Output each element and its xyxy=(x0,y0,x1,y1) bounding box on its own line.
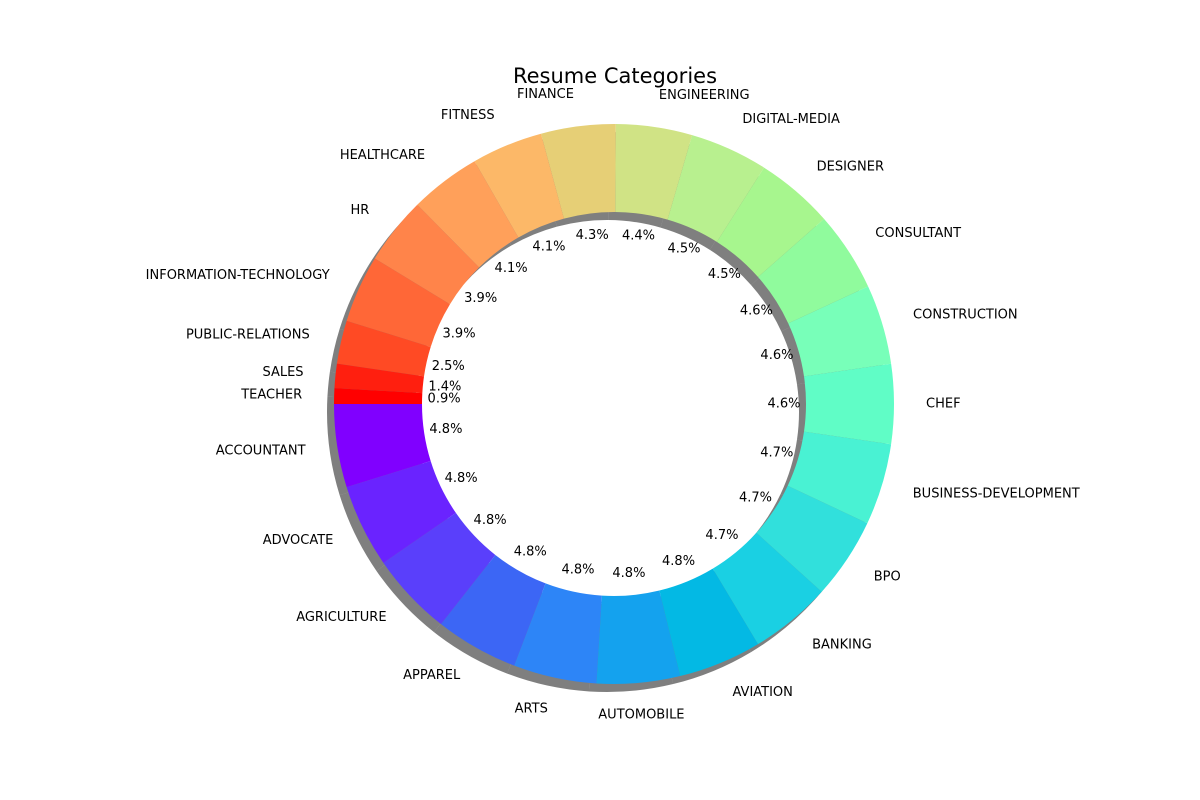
wedge-public-relations xyxy=(336,320,431,377)
category-label: CONSTRUCTION xyxy=(913,308,1018,323)
wedge-teacher xyxy=(334,388,423,404)
percent-label: 4.4% xyxy=(622,228,655,243)
category-label: HEALTHCARE xyxy=(340,148,425,163)
wedge-arts xyxy=(514,583,602,684)
percent-label: 4.1% xyxy=(532,239,565,254)
category-label: ADVOCATE xyxy=(263,533,334,548)
category-label: FINANCE xyxy=(517,87,574,102)
category-label: BPO xyxy=(874,569,901,584)
wedge-consultant xyxy=(758,218,869,324)
wedge-advocate xyxy=(346,461,456,563)
wedge-finance xyxy=(540,123,616,219)
category-label: CONSULTANT xyxy=(875,226,961,241)
wedge-construction xyxy=(788,286,892,377)
percent-label: 4.5% xyxy=(667,242,700,257)
category-label: ENGINEERING xyxy=(659,88,750,103)
wedge-banking xyxy=(712,532,822,645)
percent-label: 4.7% xyxy=(705,528,738,543)
category-label: FITNESS xyxy=(441,108,495,123)
wedge-healthcare xyxy=(417,161,519,268)
percent-label: 1.4% xyxy=(428,379,461,394)
wedge-engineering xyxy=(615,124,693,220)
percent-label: 4.6% xyxy=(740,304,773,319)
wedge-designer xyxy=(716,167,825,278)
category-label: ACCOUNTANT xyxy=(216,443,306,458)
wedge-business-development xyxy=(787,431,892,524)
percent-labels: 4.8% 4.8% 4.8% 4.8% 4.8% 4.8% 4.8% 4.7% 4.7% 4.7%… xyxy=(428,228,801,581)
percent-label: 4.1% xyxy=(495,261,528,276)
category-label: AVIATION xyxy=(732,685,792,700)
wedge-digital-media xyxy=(667,135,765,242)
category-label: DESIGNER xyxy=(817,159,884,174)
category-label: DIGITAL-MEDIA xyxy=(742,112,840,127)
category-label: BUSINESS-DEVELOPMENT xyxy=(913,486,1080,501)
category-label: SALES xyxy=(262,365,303,380)
percent-label: 4.6% xyxy=(760,348,793,363)
percent-label: 4.8% xyxy=(612,566,645,581)
wedge-hr xyxy=(374,204,480,305)
category-label: BANKING xyxy=(812,638,872,653)
percent-label: 2.5% xyxy=(432,359,465,374)
wedge-fitness xyxy=(474,133,564,238)
percent-label: 4.8% xyxy=(561,563,594,578)
category-label: PUBLIC-RELATIONS xyxy=(186,327,310,342)
percent-label: 3.9% xyxy=(443,327,476,342)
chart-title: Resume Categories xyxy=(512,64,718,88)
category-labels: ACCOUNTANT ADVOCATE AGRICULTURE APPAREL ARTS… xyxy=(146,87,1080,722)
percent-label: 4.7% xyxy=(739,491,772,506)
percent-label: 3.9% xyxy=(464,291,497,306)
percent-label: 4.5% xyxy=(708,267,741,282)
wedge-apparel xyxy=(440,554,546,666)
wedge-agriculture xyxy=(383,512,496,625)
donut-wedges xyxy=(334,123,894,684)
wedge-information-technology xyxy=(346,258,450,347)
percent-label: 4.8% xyxy=(474,513,507,528)
percent-label: 0.9% xyxy=(428,392,461,407)
percent-label: 4.8% xyxy=(445,471,478,486)
category-label: APPAREL xyxy=(403,668,461,683)
percent-label: 4.6% xyxy=(767,397,800,412)
category-label: INFORMATION-TECHNOLOGY xyxy=(146,268,330,283)
percent-label: 4.8% xyxy=(514,544,547,559)
percent-label: 4.8% xyxy=(662,554,695,569)
wedge-bpo xyxy=(756,485,868,592)
category-label: TEACHER xyxy=(240,388,302,403)
wedge-automobile xyxy=(596,590,681,684)
category-label: CHEF xyxy=(926,397,961,412)
category-label: AUTOMOBILE xyxy=(598,707,684,722)
wedge-chef xyxy=(803,363,894,445)
category-label: ARTS xyxy=(515,701,548,716)
percent-label: 4.8% xyxy=(429,422,462,437)
category-label: HR xyxy=(350,203,369,218)
wedge-accountant xyxy=(334,404,431,488)
category-label: AGRICULTURE xyxy=(296,610,386,625)
percent-label: 4.7% xyxy=(760,445,793,460)
wedge-aviation xyxy=(659,568,759,677)
wedge-sales xyxy=(334,363,425,394)
percent-label: 4.3% xyxy=(576,228,609,243)
